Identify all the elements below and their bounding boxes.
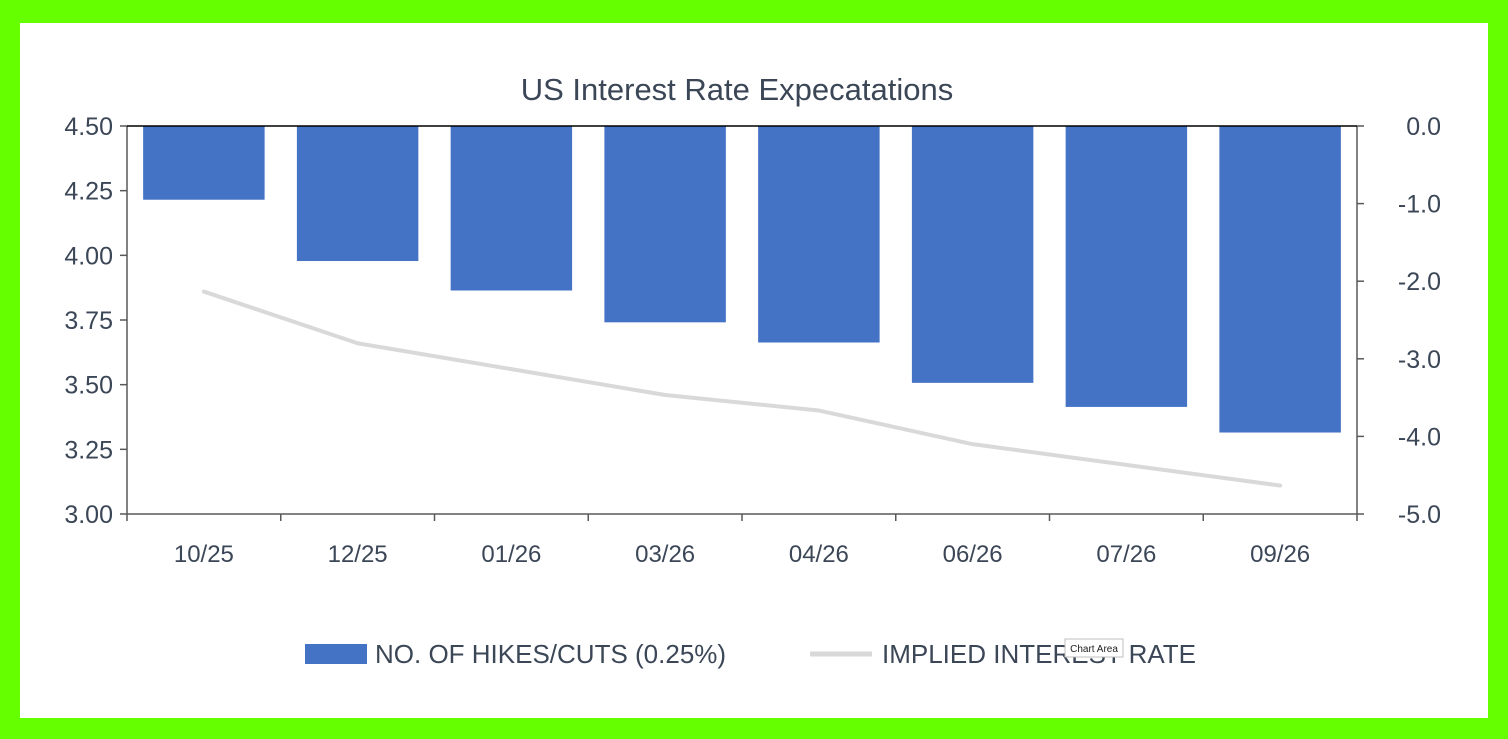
left-tick-label: 3.75 bbox=[64, 307, 113, 335]
bar bbox=[604, 126, 726, 323]
bar bbox=[1065, 126, 1188, 407]
bar bbox=[911, 126, 1034, 383]
right-tick-label: -5.0 bbox=[1398, 501, 1441, 529]
bar bbox=[450, 126, 573, 291]
chart-area-tooltip: Chart Area bbox=[1064, 638, 1124, 658]
bar bbox=[758, 126, 880, 343]
left-tick-label: 3.25 bbox=[64, 436, 113, 464]
chart-frame: US Interest Rate Expecatations 3.00 3.25 3… bbox=[20, 23, 1488, 718]
category-label: 09/26 bbox=[1250, 541, 1310, 568]
line-series bbox=[201, 289, 1283, 488]
chart-title: US Interest Rate Expecatations bbox=[521, 72, 954, 107]
category-label: 12/25 bbox=[328, 541, 388, 568]
combo-chart[interactable]: US Interest Rate Expecatations 3.003.253… bbox=[20, 23, 1488, 718]
bar-series bbox=[143, 126, 1341, 433]
right-tick-label: -2.0 bbox=[1398, 268, 1441, 296]
category-labels: 10/25 12/25 01/26 03/26 04/26 06/26 07/26 09/26 bbox=[174, 541, 1310, 568]
left-tick-label: 3.00 bbox=[64, 501, 113, 529]
legend-line-label: IMPLIED INTEREST RATE bbox=[882, 639, 1196, 669]
bar bbox=[143, 126, 265, 200]
left-tick-label: 3.50 bbox=[64, 372, 113, 400]
left-tick-label: 4.50 bbox=[64, 113, 113, 141]
axes bbox=[120, 125, 1364, 521]
implied-rate-line bbox=[201, 289, 1283, 488]
right-tick-label: 0.0 bbox=[1406, 113, 1441, 141]
right-tick-label: -3.0 bbox=[1398, 346, 1441, 374]
category-label: 10/25 bbox=[174, 541, 234, 568]
category-label: 01/26 bbox=[481, 541, 541, 568]
bar bbox=[1219, 126, 1341, 433]
tooltip-label: Chart Area bbox=[1070, 644, 1118, 655]
bar bbox=[296, 126, 419, 262]
left-axis-tick-labels: 3.00 3.25 3.50 3.75 4.00 4.25 4.50 bbox=[64, 113, 113, 529]
legend-bar-swatch bbox=[305, 644, 367, 664]
category-label: 04/26 bbox=[789, 541, 849, 568]
legend: NO. OF HIKES/CUTS (0.25%) IMPLIED INTERE… bbox=[305, 639, 1196, 669]
left-tick-label: 4.00 bbox=[64, 242, 113, 270]
category-label: 03/26 bbox=[635, 541, 695, 568]
right-axis-tick-labels: -5.0 -4.0 -3.0 -2.0 -1.0 0.0 bbox=[1398, 113, 1441, 529]
left-tick-label: 4.25 bbox=[64, 178, 113, 206]
category-label: 07/26 bbox=[1096, 541, 1156, 568]
category-label: 06/26 bbox=[943, 541, 1003, 568]
right-tick-label: -1.0 bbox=[1398, 191, 1441, 219]
right-tick-label: -4.0 bbox=[1398, 423, 1441, 451]
legend-bar-label: NO. OF HIKES/CUTS (0.25%) bbox=[375, 639, 726, 669]
